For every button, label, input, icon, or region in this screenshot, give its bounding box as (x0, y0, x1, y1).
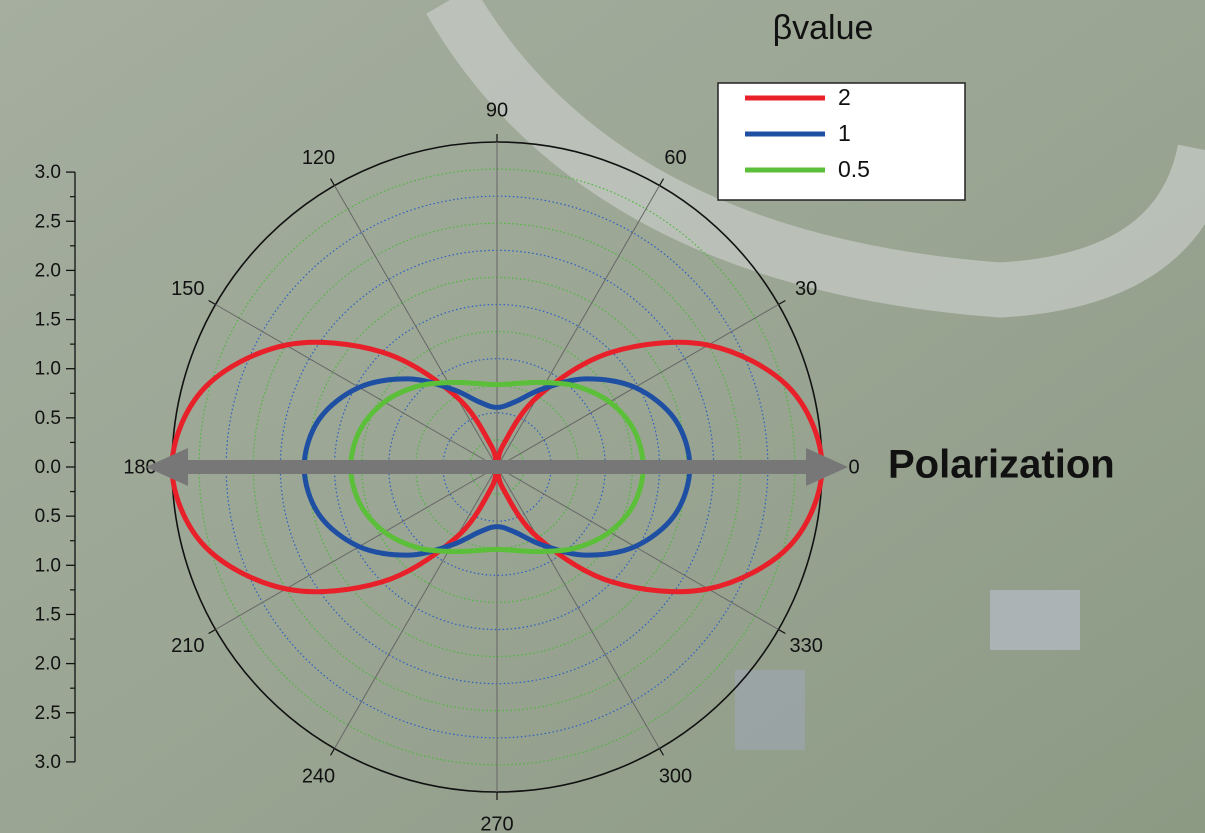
spoke (215, 466, 498, 630)
legend: 210.5 (745, 84, 870, 182)
legend-label: 1 (838, 120, 851, 146)
axis-label: 1.0 (35, 555, 61, 576)
spoke (496, 466, 660, 749)
angular-label: 330 (789, 635, 822, 657)
axis-label: 2.5 (35, 211, 61, 232)
axis-label: 2.5 (35, 703, 61, 724)
legend-box (717, 82, 966, 201)
angular-label: 210 (171, 635, 204, 657)
angular-label: 300 (659, 765, 692, 787)
legend-title: βvalue (773, 9, 874, 47)
angular-label: 180 (123, 456, 156, 478)
angular-label: 0 (848, 456, 859, 478)
axis-label: 1.0 (35, 359, 61, 380)
spoke (334, 185, 498, 468)
angular-tick (208, 628, 216, 635)
angular-tick (658, 178, 665, 186)
axis-label: 2.0 (35, 260, 61, 281)
axis-label: 2.0 (35, 654, 61, 675)
polarization-arrow (146, 448, 848, 486)
axis-label: 0.5 (35, 408, 61, 429)
angular-tick (658, 748, 665, 756)
axis-label: 0.5 (35, 506, 61, 527)
spoke (215, 304, 498, 468)
angular-label: 150 (171, 278, 204, 300)
angular-label: 270 (480, 813, 513, 833)
angular-label: 60 (664, 147, 686, 169)
spoke (496, 185, 660, 468)
background-building (990, 590, 1080, 650)
angular-label: 120 (302, 147, 335, 169)
arrow-shape (146, 448, 848, 486)
axis-label: 3.0 (35, 162, 61, 183)
background-building (735, 670, 805, 750)
angular-label: 240 (302, 765, 335, 787)
axis-label: 1.5 (35, 604, 61, 625)
background-ring (426, 0, 1205, 318)
angular-tick (329, 748, 336, 756)
axis-label: 1.5 (35, 310, 61, 331)
axis-label: 3.0 (35, 752, 61, 773)
angular-tick (208, 299, 216, 306)
angular-tick (778, 628, 786, 635)
legend-label: 0.5 (838, 156, 870, 182)
axis-label: 0.0 (35, 457, 61, 478)
angular-tick (778, 299, 786, 306)
radial-axis: 0.0 0.5 0.5 1.0 1.0 1.5 1.5 2.0 2.0 2.5 2.5 3.0 3.0 (35, 162, 76, 773)
angular-label: 30 (795, 278, 817, 300)
angular-tick (329, 178, 336, 186)
spoke (334, 466, 498, 749)
annotation: Polarization (888, 443, 1115, 487)
spoke (496, 304, 779, 468)
spoke (496, 466, 779, 630)
legend-label: 2 (838, 84, 851, 110)
angular-label: 90 (486, 99, 508, 121)
